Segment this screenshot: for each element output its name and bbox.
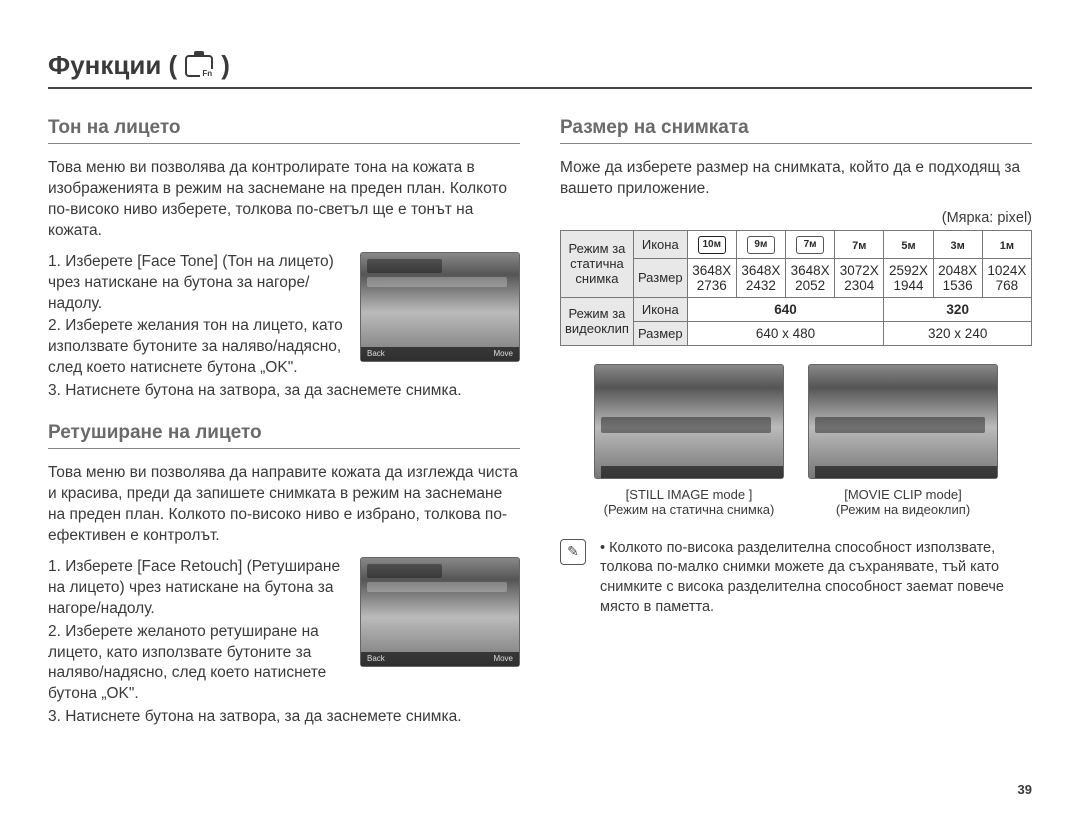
photo-size-description: Може да изберете размер на снимката, кой… <box>560 158 1032 200</box>
step-2: 2. Изберете желаното ретуширане на лицет… <box>48 622 350 706</box>
right-column: Размер на снимката Може да изберете разм… <box>560 111 1032 730</box>
video-mode-rowhead: Режим за видеоклип <box>561 297 634 345</box>
face-tone-steps: 1. Изберете [Face Tone] (Тон на лицето) … <box>48 252 350 382</box>
icon-cell: 5ᴍ <box>884 230 933 258</box>
left-column: Тон на лицето Това меню ви позволява да … <box>48 111 520 730</box>
note-icon: ✎ <box>560 539 586 565</box>
caption-1: [MOVIE CLIP mode] <box>808 487 998 502</box>
movie-mode-screenshot <box>808 364 998 479</box>
size-cell: 3648X2432 <box>736 258 785 297</box>
icon-cell: 10ᴍ <box>687 230 736 258</box>
size-subhead: Размер <box>633 321 687 345</box>
face-tone-screenshot: Back Move <box>360 252 520 362</box>
movie-mode-figure: [MOVIE CLIP mode] (Режим на видеоклип) <box>808 364 998 517</box>
step-1: 1. Изберете [Face Retouch] (Ретуширане н… <box>48 557 350 620</box>
note-text: Колкото по-висока разделителна способнос… <box>600 539 1032 617</box>
size-cell: 3072X2304 <box>835 258 884 297</box>
size-cell: 3648X2052 <box>786 258 835 297</box>
still-mode-figure: [STILL IMAGE mode ] (Режим на статична с… <box>594 364 784 517</box>
size-cell: 3648X2736 <box>687 258 736 297</box>
step-2: 2. Изберете желания тон на лицето, като … <box>48 316 350 379</box>
size-subhead: Размер <box>633 258 687 297</box>
title-suffix: ) <box>221 50 230 81</box>
still-mode-rowhead: Режим за статична снимка <box>561 230 634 297</box>
thumb-move-label: Move <box>493 654 513 664</box>
thumb-back-label: Back <box>367 349 385 359</box>
thumb-move-label: Move <box>493 349 513 359</box>
icon-cell: 1ᴍ <box>982 230 1031 258</box>
still-mode-screenshot <box>594 364 784 479</box>
title-text: Функции ( <box>48 50 177 81</box>
icon-cell: 3ᴍ <box>933 230 982 258</box>
icon-cell: 7ᴍ <box>786 230 835 258</box>
face-tone-description: Това меню ви позволява да контролирате т… <box>48 158 520 242</box>
icon-cell: 9ᴍ <box>736 230 785 258</box>
thumb-back-label: Back <box>367 654 385 664</box>
photo-size-heading: Размер на снимката <box>560 117 1032 144</box>
caption-2: (Режим на статична снимка) <box>594 502 784 517</box>
video-size-cell: 320 x 240 <box>884 321 1032 345</box>
page-number: 39 <box>1018 782 1032 797</box>
size-cell: 2048X1536 <box>933 258 982 297</box>
icon-subhead: Икона <box>633 297 687 321</box>
step-1: 1. Изберете [Face Tone] (Тон на лицето) … <box>48 252 350 315</box>
step-3: 3. Натиснете бутона на затвора, за да за… <box>48 381 520 402</box>
face-retouch-description: Това меню ви позволява да направите кожа… <box>48 463 520 547</box>
size-table: Режим за статична снимка Икона 10ᴍ 9ᴍ 7ᴍ… <box>560 230 1032 346</box>
size-cell: 2592X1944 <box>884 258 933 297</box>
caption-1: [STILL IMAGE mode ] <box>594 487 784 502</box>
icon-subhead: Икона <box>633 230 687 258</box>
video-size-cell: 640 x 480 <box>687 321 884 345</box>
video-icon-cell: 320 <box>884 297 1032 321</box>
caption-2: (Режим на видеоклип) <box>808 502 998 517</box>
camera-fn-icon <box>185 55 213 77</box>
video-icon-cell: 640 <box>687 297 884 321</box>
face-retouch-steps: 1. Изберете [Face Retouch] (Ретуширане н… <box>48 557 350 707</box>
step-3: 3. Натиснете бутона на затвора, за да за… <box>48 707 520 728</box>
page-title: Функции ( ) <box>48 50 1032 89</box>
icon-cell: 7ᴍ <box>835 230 884 258</box>
face-retouch-heading: Ретуширане на лицето <box>48 422 520 449</box>
size-cell: 1024X768 <box>982 258 1031 297</box>
unit-label: (Мярка: pixel) <box>560 210 1032 226</box>
face-tone-heading: Тон на лицето <box>48 117 520 144</box>
face-retouch-screenshot: Back Move <box>360 557 520 667</box>
